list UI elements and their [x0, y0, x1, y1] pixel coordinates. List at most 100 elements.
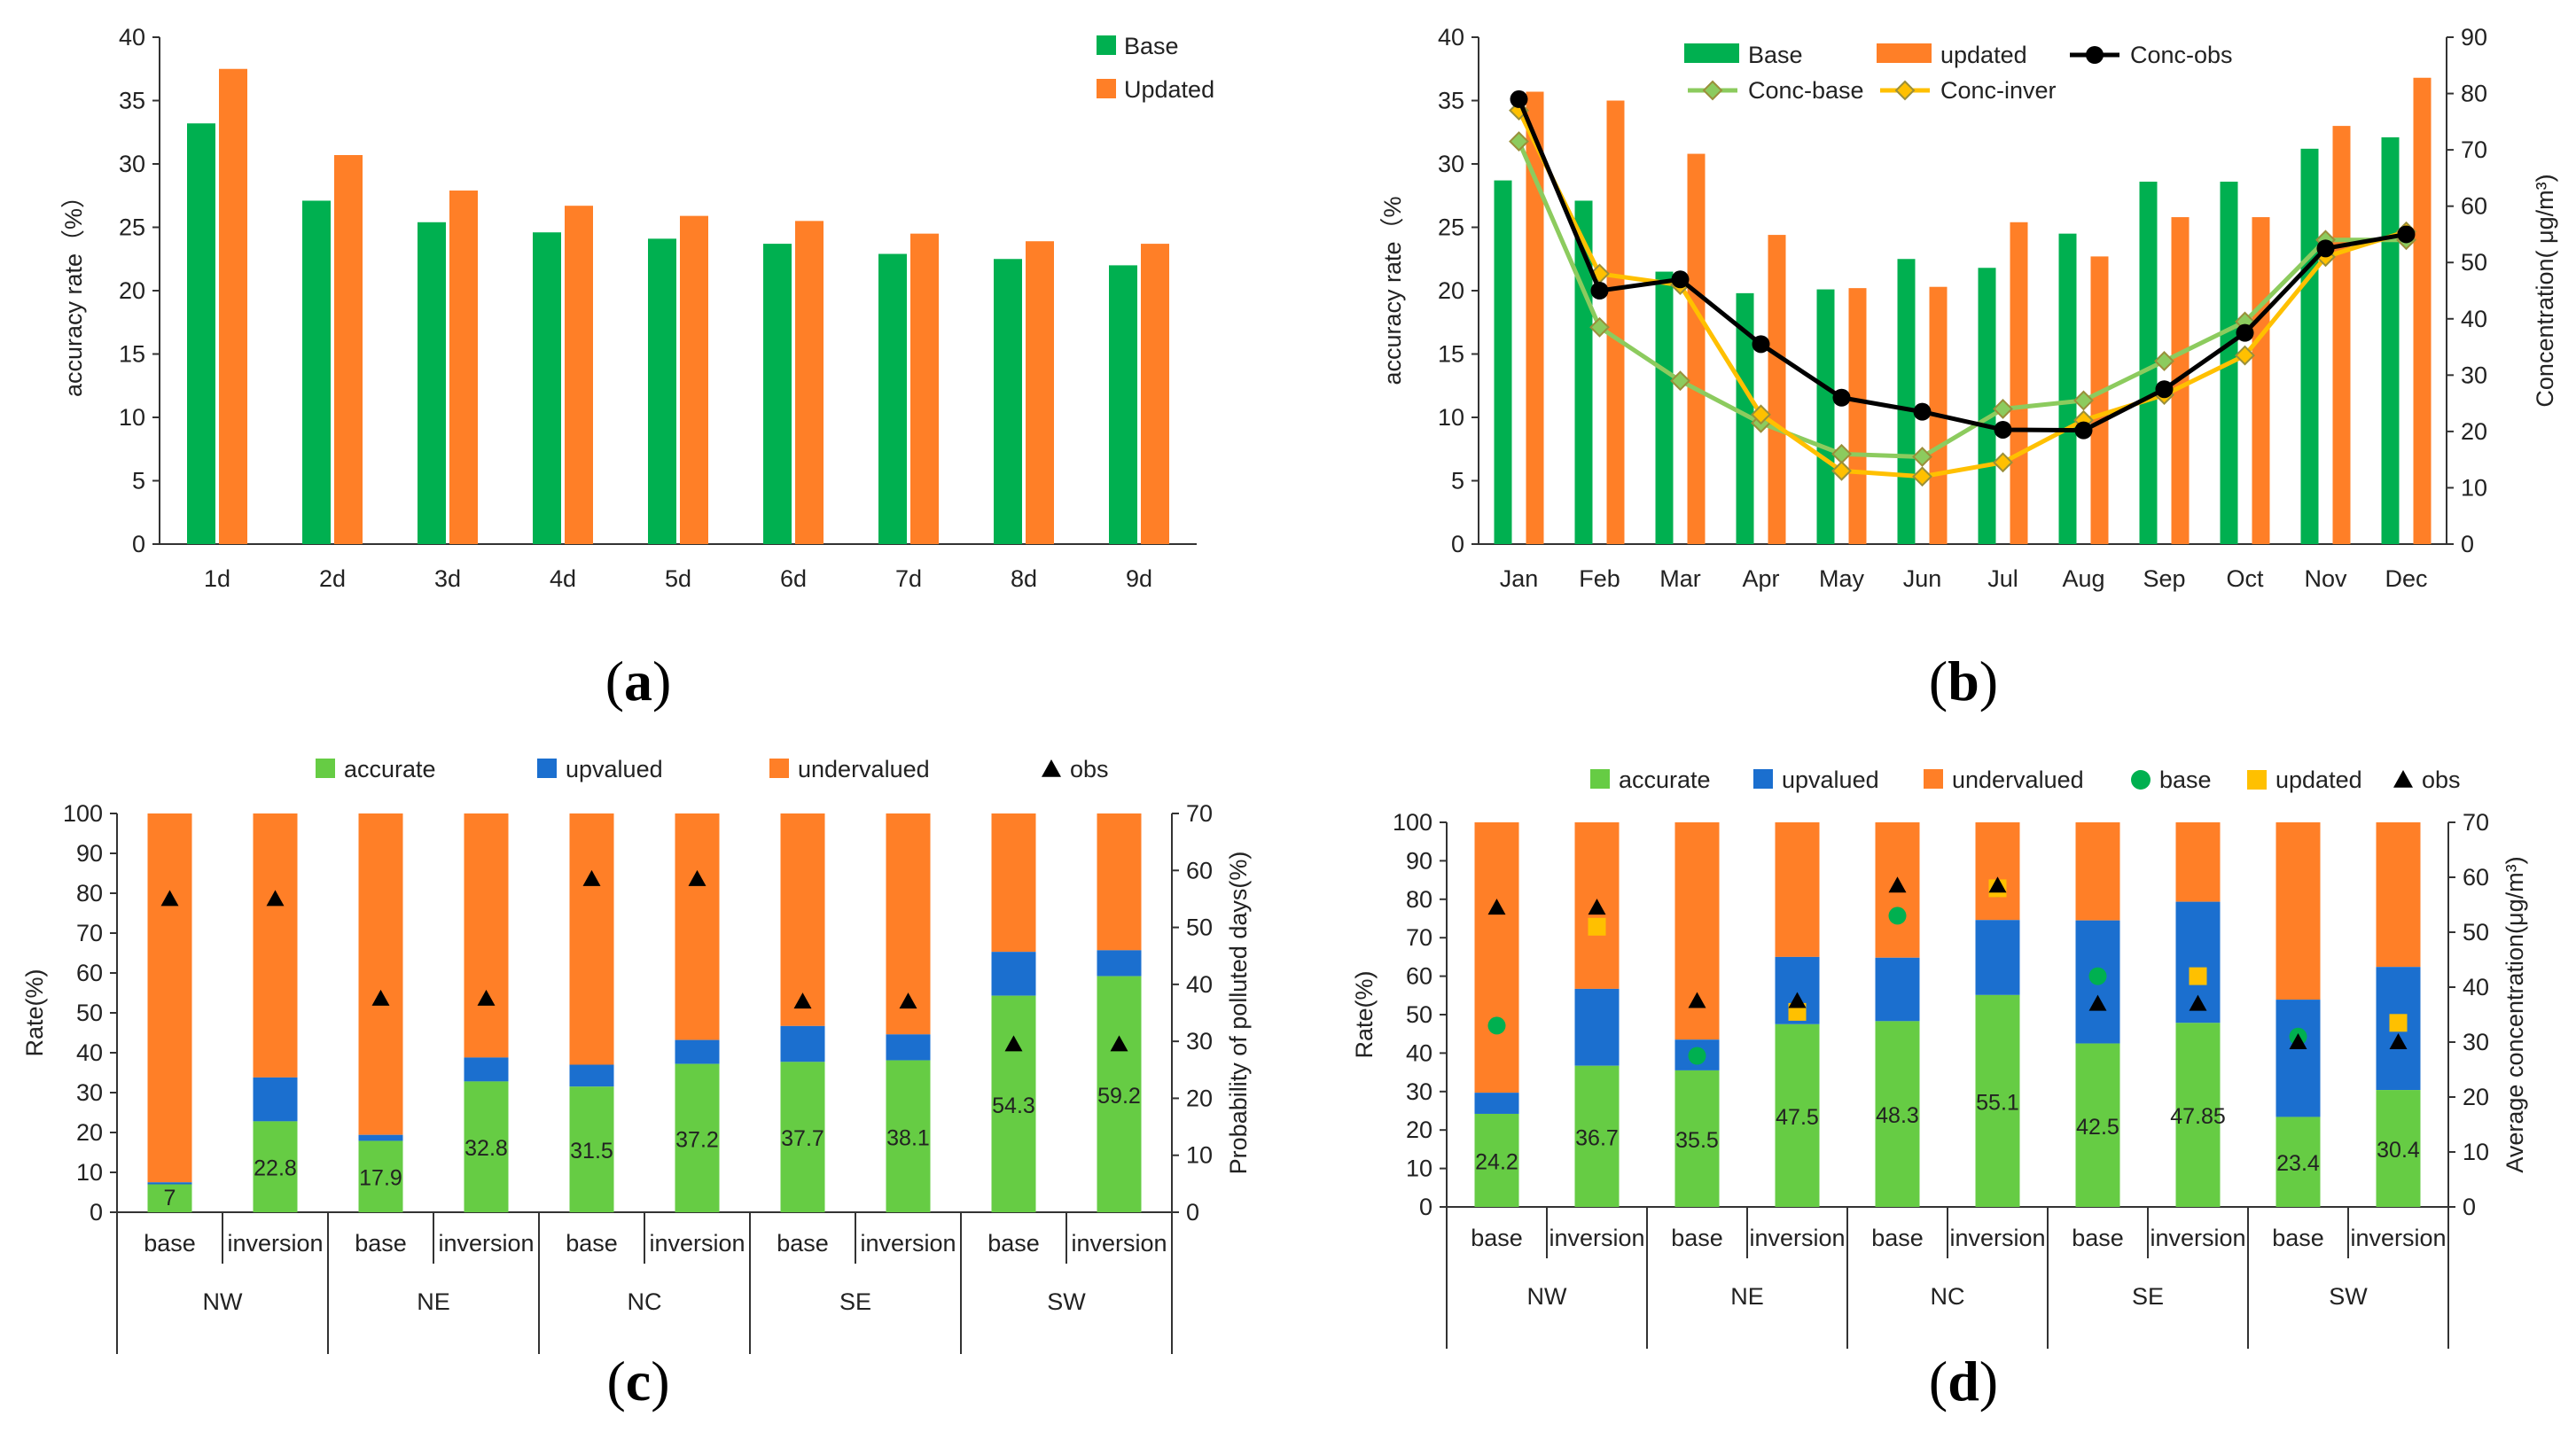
c-point-obs — [899, 992, 917, 1009]
d-bar-upvalued — [1875, 957, 1920, 1022]
c-accurate-data-label: 37.2 — [675, 1127, 719, 1152]
c-bar-undervalued — [569, 813, 614, 1065]
b-x-tick-label: Sep — [2143, 565, 2185, 592]
c-y-tick-label: 20 — [76, 1119, 103, 1146]
d-accurate-data-label: 47.85 — [2170, 1104, 2226, 1129]
c-legend-swatch — [769, 759, 789, 778]
b-bar-base — [2381, 136, 2400, 544]
c-accurate-data-label: 37.7 — [781, 1126, 824, 1151]
d-y-tick-label: 80 — [1406, 886, 1432, 913]
c-bar-undervalued — [780, 813, 825, 1026]
a-bar-base — [302, 200, 331, 544]
b-point-conc-obs — [1832, 388, 1851, 407]
b-legend-marker — [2086, 46, 2104, 64]
b-bar-updated — [2413, 77, 2432, 544]
d-accurate-data-label: 30.4 — [2377, 1138, 2420, 1163]
d-accurate-data-label: 24.2 — [1475, 1149, 1518, 1174]
c-point-obs — [1110, 1035, 1128, 1052]
d-y-tick-label: 20 — [1406, 1117, 1432, 1143]
c-bar-undervalued — [991, 813, 1036, 953]
panel-a-label: (a) — [605, 650, 672, 712]
d-x-group-label: NW — [1527, 1283, 1567, 1310]
c-x-subcategory-label: base — [987, 1230, 1040, 1257]
panel-a-letter: a — [624, 650, 652, 712]
d-x-group-label: NC — [1931, 1283, 1965, 1310]
b-x-tick-label: Nov — [2304, 565, 2347, 592]
b-x-tick-label: Jun — [1903, 565, 1942, 592]
d-point-updated — [2189, 967, 2207, 985]
b-bar-base — [2300, 148, 2319, 544]
panel-a-chart: 0 5 10 15 20 25 30 35 40 accuracy rate（%） 1d 2d 3d 4d… — [60, 24, 1214, 592]
c-x-group-label: NE — [417, 1288, 450, 1315]
d-x-subcategory-label: base — [1671, 1225, 1723, 1251]
b-bar-base — [1897, 259, 1916, 544]
d-bar-upvalued — [1474, 1093, 1519, 1114]
b-y-tick-label: 10 — [1438, 404, 1464, 431]
d-legend-label: updated — [2275, 767, 2362, 793]
c-y2-tick-label: 20 — [1186, 1085, 1213, 1111]
c-legend-label: undervalued — [798, 756, 930, 782]
a-x-tick-label: 6d — [780, 565, 807, 592]
a-bar-updated — [680, 215, 708, 544]
d-bar-accurate — [1975, 994, 2020, 1207]
b-x-tick-label: Jul — [1987, 565, 2018, 592]
d-y2-tick-label: 50 — [2463, 919, 2489, 946]
a-bar-updated — [219, 68, 247, 544]
d-bar-accurate — [2376, 1090, 2421, 1207]
c-y-tick-label: 50 — [76, 1000, 103, 1026]
d-y-tick-label: 0 — [1419, 1194, 1432, 1220]
a-y-tick-label: 25 — [119, 214, 145, 241]
panel-b-label: (b) — [1929, 650, 1998, 712]
d-x-group-label: SW — [2329, 1283, 2368, 1310]
c-point-obs — [160, 890, 179, 907]
d-legend-swatch — [1590, 769, 1610, 789]
b-y2-tick-label: 30 — [2461, 362, 2487, 388]
b-legend-label: Base — [1748, 42, 1803, 68]
a-y-tick-label: 30 — [119, 151, 145, 177]
c-accurate-data-label: 31.5 — [570, 1139, 613, 1164]
b-x-tick-label: Oct — [2226, 565, 2264, 592]
c-legend-label: upvalued — [566, 756, 663, 782]
panel-c-letter: c — [626, 1350, 651, 1413]
b-point-conc-base — [1509, 131, 1529, 152]
d-legend-label: base — [2159, 767, 2212, 793]
d-accurate-data-label: 42.5 — [2076, 1115, 2119, 1140]
c-y2-tick-label: 40 — [1186, 971, 1213, 998]
c-y-tick-label: 80 — [76, 880, 103, 907]
b-bar-updated — [1768, 235, 1786, 544]
b-bar-updated — [1687, 153, 1706, 544]
a-bar-updated — [910, 233, 939, 544]
c-bar-undervalued — [358, 813, 403, 1135]
a-bar-base — [763, 244, 792, 544]
d-y2-tick-label: 60 — [2463, 864, 2489, 891]
b-bar-base — [1655, 271, 1674, 544]
c-accurate-data-label: 59.2 — [1097, 1084, 1141, 1109]
panel-d-letter: d — [1948, 1350, 1979, 1413]
panel-b-chart: 0 5 10 15 20 25 30 35 40 0 10 20 30 40 50 60 70 80 90 accur… — [1379, 24, 2558, 592]
d-x-subcategory-label: inversion — [1749, 1225, 1845, 1251]
c-bar-accurate — [675, 1063, 720, 1212]
d-bar-accurate — [2075, 1043, 2120, 1207]
b-y2-tick-label: 0 — [2461, 531, 2474, 557]
b-point-conc-base — [1831, 443, 1852, 464]
b-x-tick-label: Jan — [1500, 565, 1539, 592]
b-x-tick-label: Apr — [1742, 565, 1779, 592]
a-x-tick-label: 4d — [550, 565, 576, 592]
b-point-conc-obs — [1510, 90, 1528, 108]
c-point-obs — [477, 989, 496, 1006]
b-bar-updated — [1606, 100, 1625, 544]
d-legend-label: undervalued — [1952, 767, 2084, 793]
b-x-tick-label: Dec — [2385, 565, 2427, 592]
a-bar-updated — [1026, 241, 1054, 544]
c-accurate-data-label: 22.8 — [254, 1156, 297, 1181]
b-bar-updated — [2010, 222, 2028, 544]
c-x-subcategory-label: inversion — [860, 1230, 956, 1257]
d-bar-undervalued — [2175, 822, 2221, 902]
a-y-tick-label: 10 — [119, 404, 145, 431]
c-bar-upvalued — [253, 1077, 298, 1122]
d-point-obs — [2189, 994, 2207, 1011]
d-bar-undervalued — [1975, 822, 2020, 921]
d-y-tick-label: 100 — [1393, 809, 1432, 836]
b-x-tick-label: Mar — [1659, 565, 1701, 592]
